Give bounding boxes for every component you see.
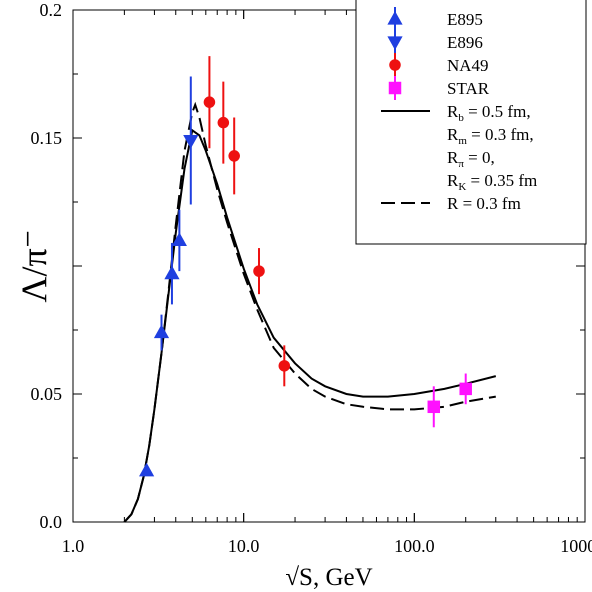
legend-label-part: K xyxy=(458,181,466,193)
na49-point xyxy=(217,116,230,129)
legend-label: RK = 0.35 fm xyxy=(447,171,537,193)
e895-point xyxy=(164,265,180,280)
na49-point xyxy=(253,265,265,277)
legend-label: Rb = 0.5 fm, xyxy=(447,102,531,124)
legend-label-part: = 0, xyxy=(464,148,495,167)
legend-label-part: = 0.3 fm, xyxy=(467,125,534,144)
x-tick-label: 10.0 xyxy=(228,536,260,556)
legend-label-part: b xyxy=(458,112,464,124)
legend-label-part: R xyxy=(447,125,459,144)
y-axis-label: Λ/π⁻ xyxy=(14,229,54,302)
e895-point xyxy=(153,324,170,339)
legend-label-part: = 0.35 fm xyxy=(466,171,537,190)
legend-label: E895 xyxy=(447,10,483,29)
legend-label: E896 xyxy=(447,33,483,52)
x-tick-label: 1000.0 xyxy=(560,536,592,556)
y-tick-label: 0.15 xyxy=(31,128,63,148)
legend-marker xyxy=(389,59,401,71)
star-point xyxy=(427,400,441,414)
curve-r-0.3fm xyxy=(123,101,496,523)
legend-label-part: = 0.5 fm, xyxy=(464,102,531,121)
legend-label-part: E895 xyxy=(447,10,483,29)
legend: E895 E896 NA49 STAR Rb = 0.5 fm, Rm = 0.3 fm… xyxy=(355,0,587,245)
star-point xyxy=(459,382,472,396)
e896-point xyxy=(183,134,199,149)
na49-point xyxy=(228,150,240,162)
legend-label: Rπ = 0, xyxy=(447,148,495,170)
legend-label: NA49 xyxy=(447,56,489,75)
x-tick-label: 100.0 xyxy=(394,536,435,556)
legend-label-part: R xyxy=(447,102,459,121)
model-curves xyxy=(123,101,497,523)
e895-point xyxy=(139,462,155,477)
y-tick-label: 0.05 xyxy=(31,384,63,404)
legend-marker xyxy=(388,81,402,95)
data-points xyxy=(139,56,472,477)
legend-marker xyxy=(387,36,403,50)
legend-label-part: NA49 xyxy=(447,56,489,75)
na49-point xyxy=(278,360,291,372)
legend-label: R = 0.3 fm xyxy=(447,194,521,213)
e895-point xyxy=(171,232,187,246)
na49-point xyxy=(203,96,216,108)
legend-label-part: R xyxy=(447,171,459,190)
x-axis-label: √S, GeV xyxy=(285,564,372,591)
legend-label: Rm = 0.3 fm, xyxy=(447,125,534,147)
legend-label-part: E896 xyxy=(447,33,483,52)
legend-label-part: m xyxy=(458,135,467,147)
legend-label-part: π xyxy=(458,158,464,170)
legend-label-part: STAR xyxy=(447,79,490,98)
legend-label-part: R = 0.3 fm xyxy=(447,194,521,213)
x-tick-label: 1.0 xyxy=(62,536,85,556)
axis-tick-labels: 1.0 10.0 100.0 1000.0 0.0 0.05 0.15 0.2 xyxy=(31,0,592,556)
legend-label-part: R xyxy=(447,148,459,167)
y-tick-label: 0.0 xyxy=(40,512,63,532)
legend-label: STAR xyxy=(447,79,490,98)
legend-marker xyxy=(387,11,403,25)
y-tick-label: 0.2 xyxy=(40,0,63,20)
